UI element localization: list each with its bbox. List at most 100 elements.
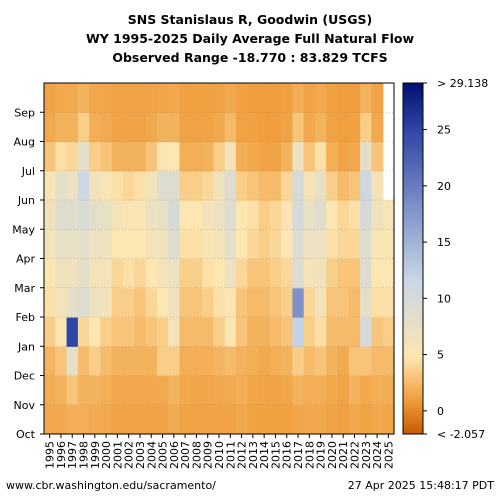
heatmap-cell <box>281 317 293 347</box>
heatmap-cell <box>258 404 271 435</box>
heatmap-cell <box>292 346 305 377</box>
heatmap-cell <box>168 404 181 435</box>
heatmap-cell <box>77 287 90 318</box>
heatmap-cell <box>134 346 147 377</box>
heatmap-cell <box>258 287 271 318</box>
heatmap-cell <box>100 287 113 318</box>
heatmap-cell <box>235 170 248 201</box>
heatmap-cell <box>371 258 384 289</box>
heatmap-cell <box>134 170 147 201</box>
heatmap-cell <box>303 141 316 172</box>
heatmap-cell <box>168 112 181 143</box>
heatmap-cell <box>190 375 203 406</box>
colorbar-tick-label: 25 <box>437 124 451 137</box>
heatmap-cell <box>190 112 203 143</box>
heatmap-cell <box>55 375 68 406</box>
heatmap-cell <box>269 346 282 377</box>
x-tick-label: 2016 <box>281 441 294 469</box>
heatmap-cell <box>281 170 293 201</box>
heatmap-cell <box>66 375 79 406</box>
heatmap-cell <box>66 258 79 289</box>
heatmap-cell <box>123 404 135 435</box>
heatmap-cell <box>190 200 203 230</box>
heatmap-cell <box>326 170 339 201</box>
heatmap-cell <box>111 170 124 201</box>
heatmap-cell <box>100 112 113 143</box>
heatmap-cell <box>235 258 248 289</box>
heatmap-cell <box>66 170 79 201</box>
heatmap-cell <box>179 346 192 377</box>
heatmap-cell <box>269 229 282 260</box>
x-tick-label: 1998 <box>78 441 91 469</box>
heatmap-cell <box>213 229 226 260</box>
heatmap-cell <box>77 200 90 230</box>
heatmap-cell <box>303 375 316 406</box>
heatmap-cell <box>202 404 214 435</box>
heatmap-cell <box>123 112 135 143</box>
heatmap-cell <box>224 375 237 406</box>
heatmap-cell <box>66 83 79 113</box>
heatmap-cell <box>66 317 79 347</box>
heatmap-cell <box>66 112 79 143</box>
heatmap-cell <box>213 200 226 230</box>
heatmap-cell <box>145 170 158 201</box>
heatmap-cell <box>156 229 169 260</box>
heatmap-cell <box>292 112 305 143</box>
heatmap-cell <box>360 170 373 201</box>
heatmap-cell <box>235 112 248 143</box>
heatmap-cell <box>100 141 113 172</box>
heatmap-cell <box>134 229 147 260</box>
heatmap-cell <box>134 404 147 435</box>
heatmap-cell <box>134 258 147 289</box>
heatmap-cell <box>89 200 102 230</box>
heatmap-cell <box>123 141 135 172</box>
heatmap-cell <box>202 258 214 289</box>
heatmap-cell <box>371 141 384 172</box>
heatmap-cell <box>111 200 124 230</box>
heatmap-cell <box>190 170 203 201</box>
heatmap-cell <box>123 83 135 113</box>
heatmap-cell <box>55 200 68 230</box>
heatmap-cell <box>179 112 192 143</box>
heatmap-cell <box>247 112 260 143</box>
heatmap-cell <box>281 375 293 406</box>
heatmap-cell <box>292 258 305 289</box>
heatmap-cell <box>202 112 214 143</box>
x-tick-label: 2002 <box>123 441 136 469</box>
x-tick-label: 2008 <box>190 441 203 469</box>
heatmap-cell <box>213 346 226 377</box>
heatmap-cell <box>156 258 169 289</box>
colorbar-ticks: 0 5 10 15 20 25 > 29.138 < -2.057 <box>423 77 488 441</box>
y-tick-label: Nov <box>14 399 36 412</box>
heatmap-cell <box>156 83 169 113</box>
heatmap-cell <box>360 258 373 289</box>
heatmap-cell <box>258 83 271 113</box>
heatmap-cell <box>77 229 90 260</box>
heatmap-cell <box>100 258 113 289</box>
heatmap-cell <box>269 170 282 201</box>
y-tick-label: Sep <box>14 106 35 119</box>
y-tick-label: Jun <box>17 194 35 207</box>
heatmap-cell <box>168 141 181 172</box>
heatmap-cell <box>348 170 361 201</box>
heatmap-cell <box>213 375 226 406</box>
colorbar-tick-label: 15 <box>437 236 451 249</box>
heatmap-cell <box>224 317 237 347</box>
heatmap-cell <box>213 170 226 201</box>
heatmap-cell <box>326 141 339 172</box>
heatmap-cell <box>247 258 260 289</box>
heatmap-cell <box>247 141 260 172</box>
heatmap-cell <box>348 258 361 289</box>
heatmap-cell <box>145 287 158 318</box>
heatmap-cell <box>292 170 305 201</box>
heatmap-cell <box>156 200 169 230</box>
heatmap-cell <box>337 404 350 435</box>
footer-source-url[interactable]: www.cbr.washington.edu/sacramento/ <box>6 479 216 492</box>
heatmap-cell <box>235 287 248 318</box>
x-tick-label: 2024 <box>371 441 384 469</box>
heatmap-cell <box>348 229 361 260</box>
heatmap-cell <box>145 83 158 113</box>
y-tick-label: Jan <box>17 340 35 353</box>
heatmap-cell <box>44 83 56 113</box>
heatmap-cell <box>326 317 339 347</box>
